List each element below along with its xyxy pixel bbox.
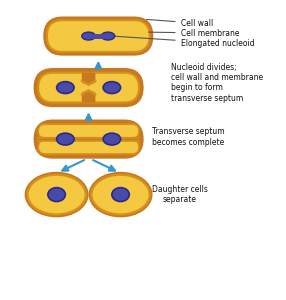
Ellipse shape [27,175,86,214]
Ellipse shape [25,172,89,218]
FancyBboxPatch shape [35,121,142,157]
Ellipse shape [27,174,87,215]
Text: Elongated nucleoid: Elongated nucleoid [115,36,254,47]
Text: Transverse septum
becomes complete: Transverse septum becomes complete [152,128,224,147]
Ellipse shape [57,82,74,94]
Text: Nucleoid divides;
cell wall and membrane
begin to form
transverse septum: Nucleoid divides; cell wall and membrane… [171,62,263,103]
Ellipse shape [57,133,74,145]
Ellipse shape [91,174,151,215]
Ellipse shape [48,188,65,202]
Ellipse shape [101,32,115,40]
Ellipse shape [92,175,150,214]
FancyBboxPatch shape [38,140,139,154]
Ellipse shape [89,172,152,218]
Ellipse shape [103,82,121,94]
Ellipse shape [112,188,129,202]
FancyBboxPatch shape [38,124,139,138]
Text: Cell membrane: Cell membrane [148,28,239,38]
Text: Cell wall: Cell wall [147,19,213,28]
Polygon shape [91,34,106,38]
FancyBboxPatch shape [38,73,139,102]
Ellipse shape [103,133,121,145]
FancyBboxPatch shape [47,20,150,52]
Text: Daughter cells
separate: Daughter cells separate [152,185,207,204]
FancyBboxPatch shape [35,70,142,105]
Polygon shape [82,90,95,102]
Ellipse shape [82,32,95,40]
FancyBboxPatch shape [45,18,152,54]
Polygon shape [82,73,95,85]
